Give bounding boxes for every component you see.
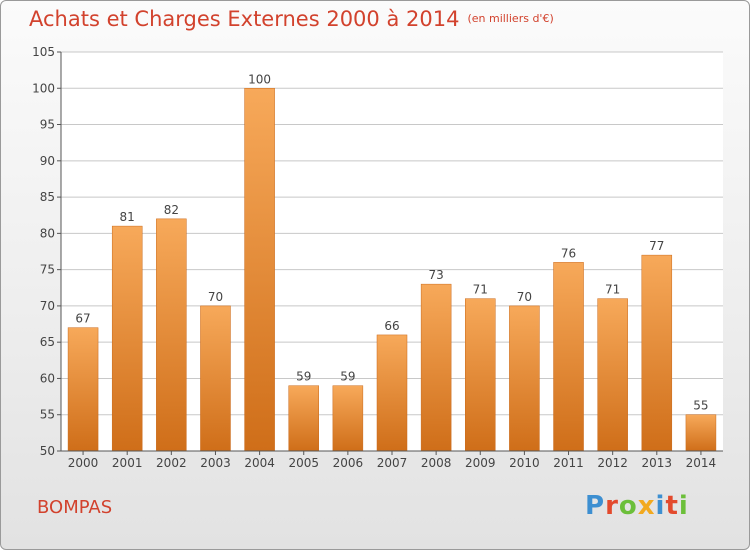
logo-letter: x xyxy=(637,491,656,521)
x-tick-label: 2012 xyxy=(597,456,628,470)
x-tick-label: 2013 xyxy=(642,456,673,470)
x-tick-label: 2007 xyxy=(377,456,408,470)
data-label: 59 xyxy=(296,370,311,384)
logo-letter: t xyxy=(665,491,679,521)
x-tick-label: 2003 xyxy=(200,456,231,470)
data-label: 77 xyxy=(649,239,664,253)
bar xyxy=(288,385,319,452)
x-tick-label: 2011 xyxy=(553,456,584,470)
chart-unit: (en milliers d'€) xyxy=(467,12,554,25)
y-tick-label: 50 xyxy=(40,444,55,458)
data-label: 76 xyxy=(561,246,576,260)
y-tick-label: 70 xyxy=(40,299,55,313)
y-tick-label: 100 xyxy=(32,81,55,95)
bar xyxy=(553,262,584,452)
chart-title: Achats et Charges Externes 2000 à 2014 xyxy=(29,7,460,31)
proxiti-logo: Proxiti xyxy=(585,491,689,521)
data-label: 66 xyxy=(384,319,399,333)
x-tick-label: 2001 xyxy=(112,456,143,470)
x-tick-label: 2004 xyxy=(244,456,275,470)
y-tick-label: 60 xyxy=(40,371,55,385)
data-label: 100 xyxy=(248,72,271,86)
bar xyxy=(420,283,452,452)
bar xyxy=(465,298,496,452)
city-name: BOMPAS xyxy=(37,497,113,518)
x-tick-label: 2008 xyxy=(421,456,452,470)
bar xyxy=(509,305,540,452)
y-tick-label: 80 xyxy=(40,226,55,240)
logo-letter: r xyxy=(605,491,619,521)
bar xyxy=(597,298,628,452)
y-tick-label: 85 xyxy=(40,190,55,204)
data-label: 71 xyxy=(605,283,620,297)
x-tick-label: 2002 xyxy=(156,456,187,470)
data-label: 73 xyxy=(428,268,443,282)
bar xyxy=(641,254,673,452)
bar xyxy=(376,334,408,452)
logo-letter: i xyxy=(655,491,666,521)
y-tick-label: 90 xyxy=(40,154,55,168)
data-label: 67 xyxy=(75,312,90,326)
data-label: 70 xyxy=(208,290,223,304)
data-label: 55 xyxy=(693,399,708,413)
y-tick-label: 105 xyxy=(32,45,55,59)
bar xyxy=(111,225,143,452)
logo-letter: o xyxy=(618,491,638,521)
data-label: 81 xyxy=(120,210,135,224)
data-label: 59 xyxy=(340,370,355,384)
y-tick-label: 75 xyxy=(40,263,55,277)
bar xyxy=(685,414,717,452)
bar xyxy=(67,327,99,452)
y-tick-label: 95 xyxy=(40,118,55,132)
x-tick-label: 2006 xyxy=(333,456,364,470)
y-tick-label: 65 xyxy=(40,335,55,349)
logo-letter: i xyxy=(678,491,689,521)
x-tick-label: 2005 xyxy=(288,456,319,470)
data-label: 71 xyxy=(473,283,488,297)
data-label: 82 xyxy=(164,203,179,217)
bar xyxy=(244,88,275,452)
bar xyxy=(332,385,364,452)
x-tick-label: 2010 xyxy=(509,456,540,470)
x-tick-label: 2014 xyxy=(686,456,717,470)
chart-title-block: Achats et Charges Externes 2000 à 2014 (e… xyxy=(29,7,554,31)
x-tick-label: 2000 xyxy=(68,456,99,470)
bar xyxy=(156,218,187,452)
logo-letter: P xyxy=(585,491,606,521)
x-tick-label: 2009 xyxy=(465,456,496,470)
bar xyxy=(200,305,231,452)
data-label: 70 xyxy=(517,290,532,304)
y-tick-label: 55 xyxy=(40,408,55,422)
